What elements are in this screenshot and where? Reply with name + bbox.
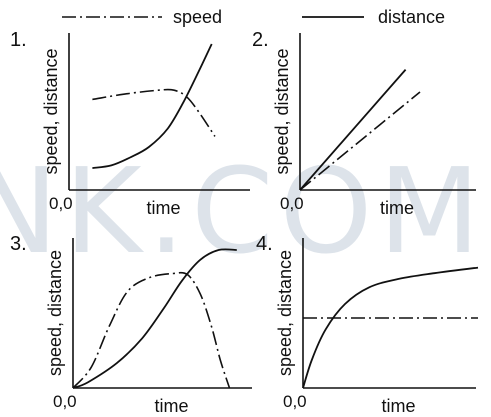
origin-label: 0,0 [53,392,77,411]
series-speed-line [299,91,421,191]
y-axis-label: speed, distance [275,250,295,376]
origin-label: 0,0 [283,392,307,411]
x-axis-label: time [380,198,414,218]
x-axis-label: time [146,198,180,218]
panel-label: 3. [10,233,27,255]
legend: speed distance [62,7,445,27]
legend-speed-label: speed [173,7,222,27]
chart-panel-1: 1. speed, distance time 0,0 [10,29,250,218]
y-axis-label: speed, distance [45,250,65,376]
watermark: NK.COM [0,142,486,280]
x-axis-label: time [381,396,415,416]
y-axis-label: speed, distance [41,48,61,174]
series-speed-line [92,88,216,137]
panel-label: 4. [256,233,273,255]
chart-panel-3: 3. speed, distance time 0,0 [10,233,252,416]
x-axis-label: time [154,396,188,416]
series-distance-line [299,69,407,191]
series-distance-line [302,266,479,389]
series-speed-line [72,271,231,389]
chart-panel-4: 4.speed, distance time 0,0 [256,233,479,416]
panel-label: 1. [10,29,27,51]
series-distance-line [92,43,213,169]
legend-distance-label: distance [378,7,445,27]
series-distance-line [72,248,237,389]
origin-label: 0,0 [49,194,73,213]
chart-panel-2: 2.speed, distance time 0,0 [252,29,476,218]
y-axis-label: speed, distance [272,48,292,174]
origin-label: 0,0 [280,194,304,213]
panel-label: 2. [252,29,269,51]
